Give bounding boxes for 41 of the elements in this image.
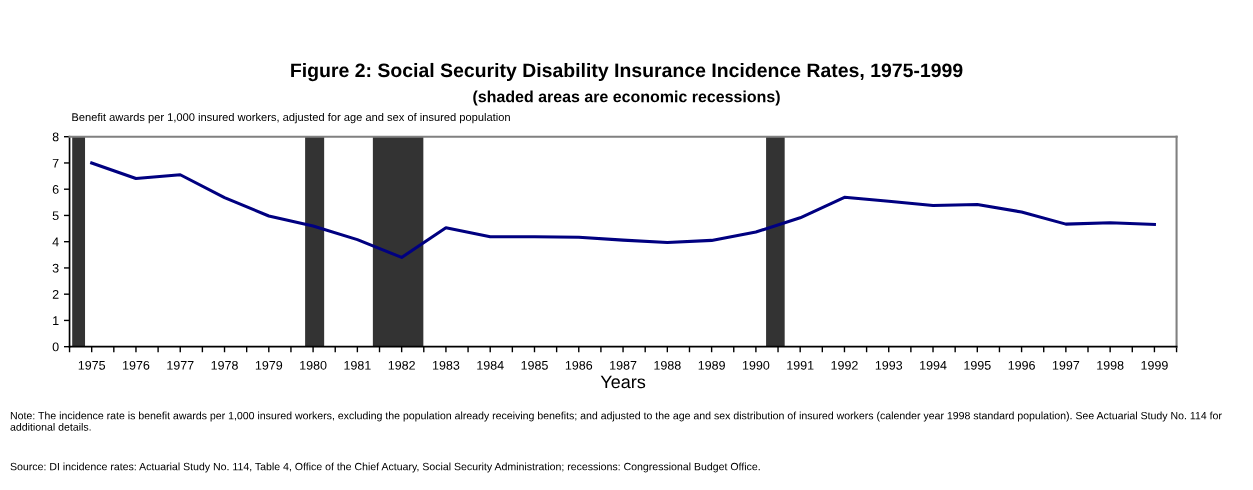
x-tick-label: 1989 bbox=[698, 360, 725, 370]
y-axis-title: Benefit awards per 1,000 insured workers, adjusted for age and sex of insured population bbox=[72, 112, 510, 124]
source-note: Source: DI incidence rates: Actuarial Study No. 114, Table 4, Office of the Chief Actuary, Social Security Administration; recessions: Congressional Budget Office. bbox=[10, 462, 760, 473]
x-tick-label: 1998 bbox=[1097, 360, 1124, 370]
x-tick-label: 1987 bbox=[610, 360, 637, 370]
y-tick-label: 6 bbox=[52, 185, 59, 194]
x-tick-label: 1983 bbox=[432, 360, 460, 370]
y-tick-label: 1 bbox=[53, 316, 59, 325]
x-axis-title: Years bbox=[600, 375, 646, 389]
x-tick-label: 1981 bbox=[344, 360, 371, 370]
chart-title: Figure 2: Social Security Disability Insurance Incidence Rates, 1975-1999 bbox=[291, 62, 963, 82]
x-tick-label: 1982 bbox=[388, 360, 415, 370]
x-tick-label: 1975 bbox=[78, 360, 106, 370]
x-tick-label: 1978 bbox=[211, 360, 238, 370]
y-tick-label: 0 bbox=[52, 342, 59, 352]
x-tick-label: 1996 bbox=[1008, 360, 1035, 370]
x-tick-label: 1980 bbox=[300, 360, 327, 370]
x-tick-label: 1992 bbox=[831, 360, 858, 370]
x-tick-label: 1997 bbox=[1052, 360, 1080, 370]
y-tick-label: 4 bbox=[52, 237, 59, 247]
x-tick-label: 1977 bbox=[167, 360, 194, 370]
x-tick-label: 1984 bbox=[477, 360, 504, 370]
x-tick-label: 1979 bbox=[255, 360, 283, 370]
x-tick-label: 1995 bbox=[964, 360, 991, 370]
x-tick-label: 1976 bbox=[123, 360, 150, 370]
text: Note: The incidence rate is benefit awards per 1,000 insured workers, excluding the population already receiving benefits; and adjusted to the age and sex distribution of insured workers (calender year 1998 standard population). See Actuarial Study No. 114 for additional details. bbox=[10, 411, 1222, 431]
y-tick-label: 3 bbox=[52, 263, 59, 273]
x-tick-label: 1999 bbox=[1141, 360, 1168, 370]
x-tick-label: 1986 bbox=[565, 360, 593, 370]
y-tick-label: 7 bbox=[52, 158, 59, 168]
x-tick-label: 1994 bbox=[920, 360, 947, 370]
y-tick-label: 8 bbox=[52, 132, 59, 142]
y-tick-label: 2 bbox=[52, 289, 59, 299]
line-series bbox=[90, 161, 1156, 259]
x-tick-label: 1985 bbox=[521, 360, 548, 370]
x-tick-label: 1993 bbox=[875, 360, 903, 370]
chart-subtitle: (shaded areas are economic recessions) bbox=[473, 90, 780, 106]
y-tick-label: 5 bbox=[52, 211, 59, 221]
x-tick-label: 1988 bbox=[654, 360, 681, 370]
x-tick-label: 1991 bbox=[787, 360, 814, 370]
x-tick-label: 1990 bbox=[742, 360, 770, 370]
